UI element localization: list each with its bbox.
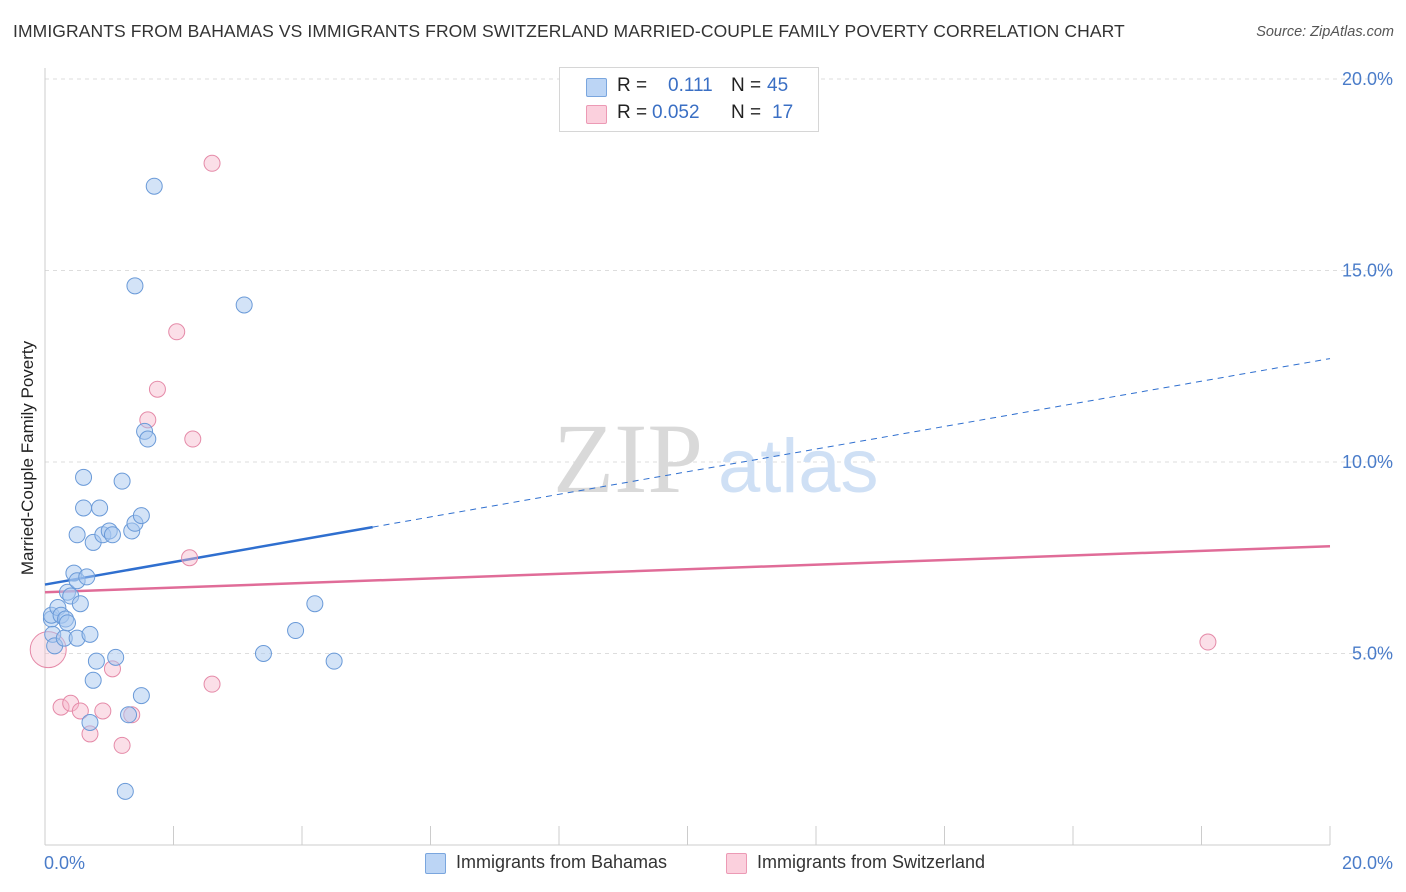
point-bahamas xyxy=(132,687,150,705)
x-tick-label: 20.0% xyxy=(1342,853,1393,873)
point-switzerland xyxy=(184,430,202,448)
legend-r-value: 0.111 xyxy=(668,75,713,96)
point-bahamas xyxy=(287,622,305,640)
point-bahamas xyxy=(81,713,99,731)
point-bahamas xyxy=(325,652,343,670)
point-bahamas xyxy=(68,526,86,544)
point-switzerland xyxy=(94,702,112,720)
tick-labels: 5.0% 10.0% 15.0% 20.0% 0.0% 20.0% xyxy=(44,69,1393,873)
point-bahamas xyxy=(126,277,144,295)
point-bahamas xyxy=(75,468,93,486)
point-bahamas xyxy=(91,499,109,517)
point-bahamas xyxy=(120,706,138,724)
point-bahamas xyxy=(116,782,134,800)
watermark-zip: ZIP xyxy=(553,403,703,514)
watermark: ZIP atlas xyxy=(553,403,879,514)
trend-lines xyxy=(44,358,1331,594)
data-points xyxy=(29,154,1217,800)
legend-swatch-switzerland xyxy=(586,105,607,124)
point-switzerland xyxy=(113,736,131,754)
legend-n-value: 45 xyxy=(767,75,789,96)
trend-line-bahamas-projection xyxy=(372,358,1331,528)
y-tick-label: 20.0% xyxy=(1342,69,1393,89)
source-label: Source: ZipAtlas.com xyxy=(1256,24,1394,40)
point-bahamas xyxy=(103,526,121,544)
y-tick-label: 15.0% xyxy=(1342,261,1393,281)
point-bahamas xyxy=(113,472,131,490)
point-bahamas xyxy=(81,625,99,643)
legend-n-label: N = xyxy=(731,75,762,96)
point-switzerland xyxy=(52,698,70,716)
point-bahamas xyxy=(145,177,163,195)
point-bahamas xyxy=(84,671,102,689)
point-bahamas xyxy=(71,595,89,613)
point-bahamas xyxy=(58,614,76,632)
y-tick-label: 5.0% xyxy=(1352,644,1393,664)
point-switzerland xyxy=(148,380,166,398)
y-axis-label: Married-Couple Family Poverty xyxy=(18,340,37,576)
point-bahamas xyxy=(235,296,253,314)
legend-r-label: R = xyxy=(617,75,648,96)
bottom-legend-label-bahamas: Immigrants from Bahamas xyxy=(456,852,668,872)
point-switzerland xyxy=(203,675,221,693)
legend-n-label: N = xyxy=(731,102,762,123)
point-switzerland xyxy=(181,549,199,567)
point-switzerland xyxy=(1199,633,1217,651)
point-bahamas xyxy=(107,648,125,666)
bottom-legend-swatch-bahamas xyxy=(425,853,446,874)
legend-n-value: 17 xyxy=(772,102,794,123)
y-tick-label: 10.0% xyxy=(1342,452,1393,472)
point-switzerland xyxy=(168,323,186,341)
point-bahamas xyxy=(78,568,96,586)
axes xyxy=(44,68,1331,846)
point-bahamas xyxy=(75,499,93,517)
bottom-legend-swatch-switzerland xyxy=(726,853,747,874)
bottom-legend-label-switzerland: Immigrants from Switzerland xyxy=(757,852,986,872)
point-bahamas xyxy=(87,652,105,670)
point-bahamas xyxy=(139,430,157,448)
legend-r-value: 0.052 xyxy=(652,102,700,123)
point-bahamas xyxy=(254,645,272,662)
legend-swatch-bahamas xyxy=(586,78,607,97)
point-switzerland xyxy=(71,702,89,720)
correlation-legend: R = 0.111 N = 45 R = 0.052 N = 17 xyxy=(559,67,819,132)
point-bahamas xyxy=(306,595,324,613)
chart-title: IMMIGRANTS FROM BAHAMAS VS IMMIGRANTS FR… xyxy=(13,21,1125,41)
legend-r-label: R = xyxy=(617,102,648,123)
watermark-atlas: atlas xyxy=(718,424,879,509)
point-switzerland xyxy=(203,154,221,172)
trend-line-bahamas xyxy=(44,525,373,586)
trend-line-switzerland xyxy=(44,545,1331,594)
x-tick-label: 0.0% xyxy=(44,853,85,873)
point-bahamas xyxy=(132,507,150,525)
